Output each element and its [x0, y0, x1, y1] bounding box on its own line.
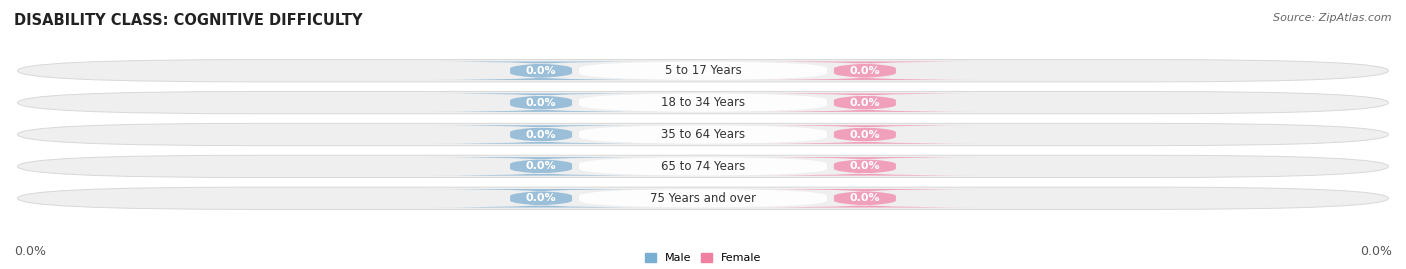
FancyBboxPatch shape [420, 125, 662, 144]
Text: 5 to 17 Years: 5 to 17 Years [665, 64, 741, 77]
Text: DISABILITY CLASS: COGNITIVE DIFFICULTY: DISABILITY CLASS: COGNITIVE DIFFICULTY [14, 13, 363, 29]
FancyBboxPatch shape [579, 125, 827, 144]
FancyBboxPatch shape [579, 189, 827, 207]
FancyBboxPatch shape [17, 123, 1389, 146]
Text: 0.0%: 0.0% [849, 98, 880, 108]
FancyBboxPatch shape [17, 59, 1389, 82]
Text: 0.0%: 0.0% [849, 161, 880, 171]
Text: 18 to 34 Years: 18 to 34 Years [661, 96, 745, 109]
Text: 0.0%: 0.0% [526, 193, 557, 203]
FancyBboxPatch shape [579, 62, 827, 80]
Text: 35 to 64 Years: 35 to 64 Years [661, 128, 745, 141]
Text: 0.0%: 0.0% [526, 98, 557, 108]
Text: 75 Years and over: 75 Years and over [650, 192, 756, 205]
FancyBboxPatch shape [744, 93, 986, 112]
FancyBboxPatch shape [17, 155, 1389, 178]
Text: 0.0%: 0.0% [849, 193, 880, 203]
Text: 0.0%: 0.0% [526, 161, 557, 171]
FancyBboxPatch shape [17, 91, 1389, 114]
FancyBboxPatch shape [420, 62, 662, 80]
Text: 0.0%: 0.0% [849, 129, 880, 140]
Text: 0.0%: 0.0% [849, 66, 880, 76]
Legend: Male, Female: Male, Female [645, 253, 761, 263]
FancyBboxPatch shape [579, 93, 827, 112]
FancyBboxPatch shape [420, 189, 662, 207]
FancyBboxPatch shape [17, 187, 1389, 210]
FancyBboxPatch shape [744, 125, 986, 144]
FancyBboxPatch shape [744, 62, 986, 80]
FancyBboxPatch shape [744, 189, 986, 207]
FancyBboxPatch shape [744, 157, 986, 176]
Text: 0.0%: 0.0% [526, 66, 557, 76]
FancyBboxPatch shape [420, 157, 662, 176]
Text: 0.0%: 0.0% [526, 129, 557, 140]
FancyBboxPatch shape [579, 157, 827, 176]
Text: 0.0%: 0.0% [1360, 245, 1392, 258]
Text: Source: ZipAtlas.com: Source: ZipAtlas.com [1274, 13, 1392, 23]
Text: 65 to 74 Years: 65 to 74 Years [661, 160, 745, 173]
Text: 0.0%: 0.0% [14, 245, 46, 258]
FancyBboxPatch shape [420, 93, 662, 112]
